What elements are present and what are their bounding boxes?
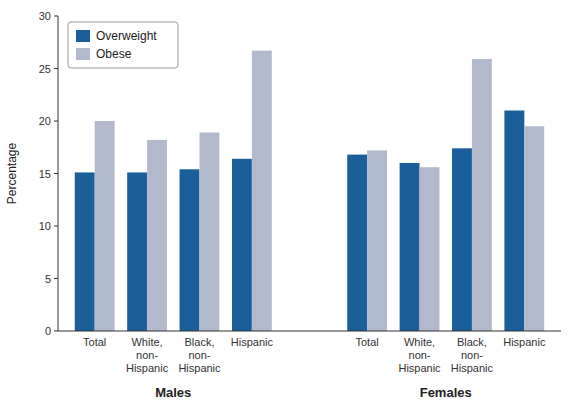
bar	[347, 155, 367, 331]
y-tick	[54, 16, 58, 17]
bar	[127, 172, 147, 331]
x-tick-label-line: Black,	[184, 336, 214, 348]
bars	[75, 51, 544, 331]
x-tick-label: Black,non-Hispanic	[178, 336, 221, 374]
x-tick-label: Hispanic	[503, 336, 546, 348]
x-tick-label-line: Black,	[457, 336, 487, 348]
legend-label: Obese	[96, 47, 132, 61]
bar	[400, 163, 420, 331]
bar	[199, 133, 219, 331]
x-tick-label: White,non-Hispanic	[398, 336, 441, 374]
legend-box	[68, 22, 178, 68]
y-tick	[54, 121, 58, 122]
bar	[95, 121, 115, 331]
section-label: Males	[155, 385, 191, 400]
legend-swatch	[76, 48, 90, 60]
x-tick-label-line: Hispanic	[398, 362, 441, 374]
section-label: Females	[420, 385, 472, 400]
x-tick-label: Hispanic	[231, 336, 274, 348]
y-tick-label: 5	[45, 273, 51, 285]
y-tick	[54, 173, 58, 174]
x-tick-label-line: non-	[409, 349, 431, 361]
x-tick-label-line: Total	[356, 336, 379, 348]
x-tick-label-line: Total	[83, 336, 106, 348]
y-tick-label: 15	[39, 168, 51, 180]
legend-swatch	[76, 30, 90, 42]
bar	[367, 150, 387, 331]
y-tick	[54, 226, 58, 227]
x-tick-label: Total	[356, 336, 379, 348]
x-tick-label-line: Hispanic	[126, 362, 169, 374]
bar	[232, 159, 252, 331]
y-tick-label: 10	[39, 220, 51, 232]
y-tick-label: 0	[45, 325, 51, 337]
x-tick-label-line: White,	[404, 336, 435, 348]
x-tick-label-line: Hispanic	[231, 336, 274, 348]
bar	[75, 172, 95, 331]
x-tick-label: White,non-Hispanic	[126, 336, 169, 374]
y-tick	[54, 331, 58, 332]
x-tick-label: Total	[83, 336, 106, 348]
x-tick-label-line: White,	[131, 336, 162, 348]
bar	[180, 169, 200, 331]
y-tick	[54, 68, 58, 69]
x-tick-label-line: non-	[461, 349, 483, 361]
x-tick-label: Black,non-Hispanic	[451, 336, 494, 374]
bar	[452, 148, 472, 331]
legend-label: Overweight	[96, 29, 157, 43]
y-tick-label: 30	[39, 10, 51, 22]
bar	[524, 126, 544, 331]
bar	[252, 51, 272, 331]
x-tick-label-line: non-	[188, 349, 210, 361]
y-tick-label: 20	[39, 115, 51, 127]
x-tick-label-line: Hispanic	[178, 362, 221, 374]
x-tick-label-line: non-	[136, 349, 158, 361]
legend: Overweight Obese	[68, 22, 178, 68]
x-axis-line	[58, 331, 561, 332]
bar	[504, 111, 524, 332]
y-tick	[54, 278, 58, 279]
y-axis-label: Percentage	[5, 142, 19, 204]
bar	[472, 59, 492, 331]
chart: 051015202530PercentageTotalWhite,non-His…	[0, 0, 575, 413]
x-tick-label-line: Hispanic	[503, 336, 546, 348]
y-tick-label: 25	[39, 63, 51, 75]
x-tick-label-line: Hispanic	[451, 362, 494, 374]
bar	[147, 140, 167, 331]
bar	[420, 167, 440, 331]
